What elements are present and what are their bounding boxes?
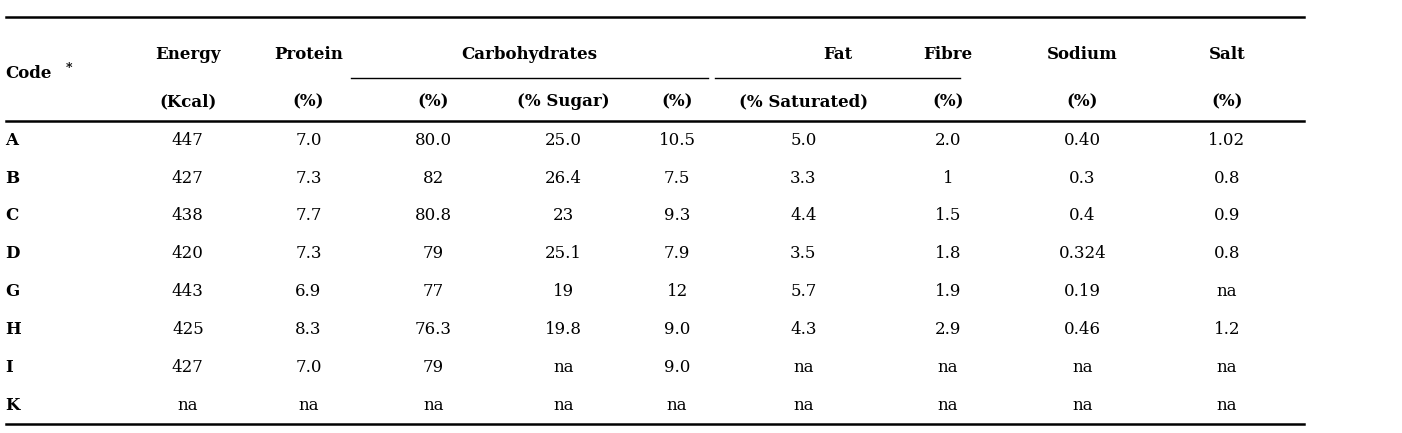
Text: na: na xyxy=(299,397,318,414)
Text: B: B xyxy=(6,170,20,187)
Text: Protein: Protein xyxy=(273,45,343,63)
Text: 76.3: 76.3 xyxy=(415,321,451,338)
Text: na: na xyxy=(1217,397,1237,414)
Text: na: na xyxy=(938,397,958,414)
Text: 7.3: 7.3 xyxy=(296,170,321,187)
Text: 0.4: 0.4 xyxy=(1070,207,1095,224)
Text: (%): (%) xyxy=(1211,93,1242,110)
Text: 0.324: 0.324 xyxy=(1059,246,1106,262)
Text: 420: 420 xyxy=(172,246,203,262)
Text: (%): (%) xyxy=(293,93,324,110)
Text: 1.8: 1.8 xyxy=(935,246,960,262)
Text: na: na xyxy=(1073,397,1092,414)
Text: 80.0: 80.0 xyxy=(415,132,451,149)
Text: 6.9: 6.9 xyxy=(296,283,321,300)
Text: 9.3: 9.3 xyxy=(665,207,690,224)
Text: 7.0: 7.0 xyxy=(296,359,321,376)
Text: 79: 79 xyxy=(422,359,444,376)
Text: 4.4: 4.4 xyxy=(791,207,816,224)
Text: (%): (%) xyxy=(418,93,449,110)
Text: A: A xyxy=(6,132,18,149)
Text: 25.1: 25.1 xyxy=(545,246,582,262)
Text: (%): (%) xyxy=(932,93,963,110)
Text: na: na xyxy=(1217,359,1237,376)
Text: 8.3: 8.3 xyxy=(296,321,321,338)
Text: Code: Code xyxy=(6,65,52,82)
Text: 80.8: 80.8 xyxy=(415,207,451,224)
Text: 1.2: 1.2 xyxy=(1214,321,1239,338)
Text: na: na xyxy=(794,397,813,414)
Text: na: na xyxy=(423,397,443,414)
Text: (%): (%) xyxy=(1067,93,1098,110)
Text: 0.40: 0.40 xyxy=(1064,132,1101,149)
Text: 7.7: 7.7 xyxy=(296,207,321,224)
Text: 5.0: 5.0 xyxy=(791,132,816,149)
Text: 82: 82 xyxy=(422,170,444,187)
Text: C: C xyxy=(6,207,18,224)
Text: 4.3: 4.3 xyxy=(791,321,816,338)
Text: 9.0: 9.0 xyxy=(665,359,690,376)
Text: 0.8: 0.8 xyxy=(1214,246,1239,262)
Text: (% Saturated): (% Saturated) xyxy=(739,93,868,110)
Text: Sodium: Sodium xyxy=(1047,45,1117,63)
Text: 10.5: 10.5 xyxy=(659,132,695,149)
Text: na: na xyxy=(554,359,573,376)
Text: 9.0: 9.0 xyxy=(665,321,690,338)
Text: 12: 12 xyxy=(666,283,688,300)
Text: 7.5: 7.5 xyxy=(665,170,690,187)
Text: Carbohydrates: Carbohydrates xyxy=(461,45,597,63)
Text: 427: 427 xyxy=(172,359,203,376)
Text: K: K xyxy=(6,397,20,414)
Text: Salt: Salt xyxy=(1209,45,1245,63)
Text: 25.0: 25.0 xyxy=(545,132,582,149)
Text: H: H xyxy=(6,321,21,338)
Text: na: na xyxy=(554,397,573,414)
Text: 0.8: 0.8 xyxy=(1214,170,1239,187)
Text: 7.3: 7.3 xyxy=(296,246,321,262)
Text: D: D xyxy=(6,246,20,262)
Text: na: na xyxy=(178,397,198,414)
Text: (%): (%) xyxy=(662,93,693,110)
Text: 3.5: 3.5 xyxy=(791,246,816,262)
Text: 1: 1 xyxy=(942,170,953,187)
Text: 1.9: 1.9 xyxy=(935,283,960,300)
Text: (Kcal): (Kcal) xyxy=(160,93,216,110)
Text: 1.5: 1.5 xyxy=(935,207,960,224)
Text: 443: 443 xyxy=(172,283,203,300)
Text: 19.8: 19.8 xyxy=(545,321,582,338)
Text: Energy: Energy xyxy=(156,45,220,63)
Text: na: na xyxy=(938,359,958,376)
Text: *: * xyxy=(66,62,73,75)
Text: (% Sugar): (% Sugar) xyxy=(517,93,610,110)
Text: 79: 79 xyxy=(422,246,444,262)
Text: G: G xyxy=(6,283,20,300)
Text: 77: 77 xyxy=(422,283,444,300)
Text: 7.9: 7.9 xyxy=(665,246,690,262)
Text: Fat: Fat xyxy=(823,45,852,63)
Text: Fibre: Fibre xyxy=(923,45,973,63)
Text: na: na xyxy=(1073,359,1092,376)
Text: 1.02: 1.02 xyxy=(1209,132,1245,149)
Text: 2.9: 2.9 xyxy=(935,321,960,338)
Text: 0.9: 0.9 xyxy=(1214,207,1239,224)
Text: 0.19: 0.19 xyxy=(1064,283,1101,300)
Text: 26.4: 26.4 xyxy=(545,170,582,187)
Text: 7.0: 7.0 xyxy=(296,132,321,149)
Text: 3.3: 3.3 xyxy=(791,170,816,187)
Text: 19: 19 xyxy=(552,283,575,300)
Text: 2.0: 2.0 xyxy=(935,132,960,149)
Text: 0.46: 0.46 xyxy=(1064,321,1101,338)
Text: 438: 438 xyxy=(172,207,203,224)
Text: 5.7: 5.7 xyxy=(791,283,816,300)
Text: 427: 427 xyxy=(172,170,203,187)
Text: na: na xyxy=(794,359,813,376)
Text: na: na xyxy=(667,397,687,414)
Text: na: na xyxy=(1217,283,1237,300)
Text: 447: 447 xyxy=(172,132,203,149)
Text: 23: 23 xyxy=(552,207,575,224)
Text: 0.3: 0.3 xyxy=(1070,170,1095,187)
Text: 425: 425 xyxy=(172,321,203,338)
Text: I: I xyxy=(6,359,14,376)
